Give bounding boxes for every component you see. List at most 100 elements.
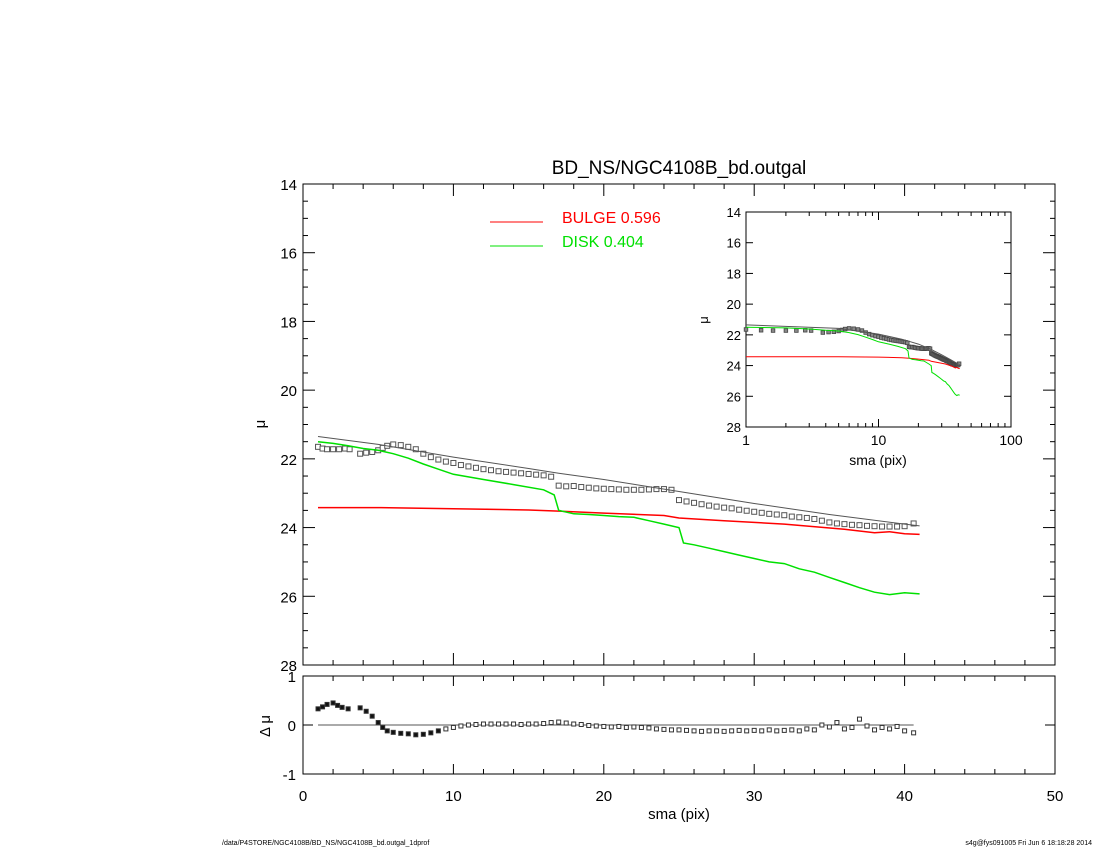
legend-disk-label: DISK 0.404 — [562, 234, 644, 251]
inset-y-tick-label: 24 — [727, 359, 741, 374]
residual-data-point — [872, 727, 878, 733]
footer-timestamp: s4g@fys091005 Fri Jun 6 18:18:28 2014 — [965, 840, 1092, 847]
residual-y-ticks: 1 0 -1 — [283, 669, 1055, 784]
main-data-point — [480, 466, 487, 473]
main-data-point — [638, 486, 645, 493]
residual-data-point — [841, 726, 847, 732]
main-data-point — [623, 486, 630, 493]
inset-x-ticks: 1 10 100 — [742, 212, 1023, 448]
residual-data-point — [384, 728, 390, 734]
residual-data-point — [721, 728, 727, 734]
main-y-ticks: 14 16 18 20 22 24 26 28 — [280, 177, 1055, 675]
residual-data-point — [744, 728, 750, 734]
main-data-point — [645, 486, 652, 493]
residual-data-point — [826, 724, 832, 730]
main-data-point — [336, 446, 343, 453]
main-data-point — [472, 464, 479, 471]
residual-data-point — [413, 732, 419, 738]
main-line-disk — [317, 440, 920, 596]
main-data-point — [848, 521, 855, 528]
main-data-point — [540, 472, 547, 479]
main-data-point — [781, 512, 788, 519]
residual-data-point — [653, 726, 659, 732]
residual-data-point — [834, 720, 840, 726]
residual-data-point — [849, 724, 855, 730]
inset-x-tick-label: 10 — [871, 432, 887, 448]
inset-data-point — [794, 328, 799, 333]
residual-data-point — [593, 723, 599, 729]
inset-x-axis-label: sma (pix) — [849, 452, 907, 468]
inset-data-point — [783, 328, 789, 333]
residual-series-group — [315, 700, 917, 738]
main-data-point — [886, 523, 893, 530]
inset-y-tick-label: 16 — [727, 236, 741, 251]
main-data-point — [615, 486, 622, 493]
residual-data-point — [774, 728, 780, 734]
main-data-point — [585, 484, 592, 491]
main-data-point — [488, 467, 494, 474]
residual-data-point — [533, 721, 539, 727]
residual-data-point — [894, 723, 900, 729]
residual-data-point — [345, 706, 351, 712]
residual-data-point — [435, 728, 441, 734]
inset-x-tick-label: 1 — [742, 432, 750, 448]
main-data-point — [871, 523, 878, 530]
inset-log-panel: μ sma (pix) 14 16 18 20 22 24 26 28 1 10 100 — [696, 205, 1023, 468]
main-data-point — [630, 486, 637, 493]
inset-y-ticks: 14 16 18 20 22 24 26 28 — [727, 205, 1011, 435]
main-data-point — [357, 450, 364, 457]
residual-x-axis-label: sma (pix) — [648, 806, 710, 823]
main-data-point — [510, 469, 517, 476]
inset-plot-frame — [745, 211, 1012, 428]
main-data-point — [864, 522, 870, 529]
main-data-point — [518, 470, 525, 477]
main-profile-panel: BD_NS/NGC4108B_bd.outgal μ 14 16 18 20 22 24 2… — [252, 158, 1056, 675]
residual-data-point — [405, 731, 411, 737]
residual-data-point — [518, 722, 524, 728]
main-x-ticks — [302, 184, 1056, 665]
inset-series-group — [743, 324, 962, 397]
residual-x-tick-label: 10 — [445, 788, 462, 805]
main-data-point — [533, 471, 540, 478]
residual-data-point — [736, 727, 742, 733]
main-data-point — [330, 446, 337, 453]
residual-data-point — [480, 721, 486, 727]
main-data-point — [698, 501, 705, 508]
residual-data-point — [902, 728, 908, 734]
chart-title: BD_NS/NGC4108B_bd.outgal — [552, 158, 807, 179]
inset-data-point — [743, 327, 749, 332]
main-y-tick-label: 14 — [280, 177, 297, 194]
main-data-point — [721, 504, 728, 511]
residual-data-point — [330, 700, 336, 706]
main-data-point — [728, 505, 735, 512]
residual-data-point — [526, 721, 532, 727]
residual-data-point — [623, 724, 629, 730]
residual-data-point — [631, 724, 637, 730]
residual-data-point — [781, 727, 787, 733]
main-data-point — [555, 482, 562, 489]
main-data-point — [397, 442, 404, 449]
main-data-point — [435, 456, 442, 463]
main-data-point — [363, 449, 370, 456]
residual-data-point — [488, 721, 494, 727]
inset-y-tick-label: 26 — [727, 389, 741, 404]
residual-data-point — [503, 721, 509, 727]
main-y-tick-label: 26 — [280, 589, 297, 606]
residual-data-point — [578, 722, 584, 728]
main-data-point — [578, 484, 585, 491]
main-data-point — [570, 482, 577, 489]
inset-y-tick-label: 22 — [727, 328, 741, 343]
residual-data-point — [380, 724, 386, 730]
residual-data-point — [450, 724, 456, 730]
main-y-axis-label: μ — [252, 420, 269, 429]
residual-data-point — [420, 731, 426, 737]
main-data-point — [766, 510, 773, 517]
residual-data-point — [796, 728, 802, 734]
main-data-point — [841, 521, 848, 528]
residual-data-point — [646, 725, 652, 731]
main-y-tick-label: 22 — [280, 452, 297, 469]
residual-data-point — [339, 704, 345, 710]
residual-data-point — [661, 726, 667, 732]
residual-data-point — [563, 720, 569, 726]
